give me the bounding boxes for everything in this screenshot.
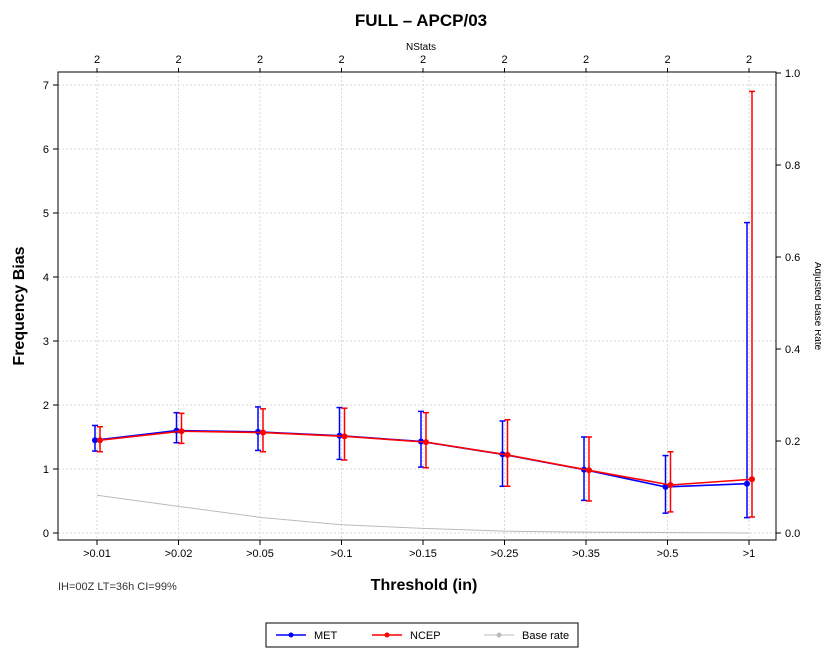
- y-tick-label: 2: [43, 400, 49, 412]
- y-tick-label: 5: [43, 208, 49, 220]
- data-point-ncep: [178, 428, 185, 435]
- grid: [58, 72, 776, 540]
- x-tick-label: >0.05: [246, 548, 274, 560]
- y2-tick-label: 0.6: [785, 252, 800, 264]
- data-point-ncep: [260, 429, 266, 436]
- nstats-tick-label: 2: [664, 54, 670, 66]
- nstats-tick-label: 2: [257, 54, 263, 66]
- legend-label-base-rate: Base rate: [522, 630, 569, 642]
- data-point-ncep: [504, 451, 511, 458]
- nstats-axis-label: NStats: [406, 42, 436, 53]
- nstats-tick-label: 2: [338, 54, 344, 66]
- x-tick-label: >0.01: [83, 548, 111, 560]
- x-tick-label: >0.35: [572, 548, 600, 560]
- axes: >0.01 2 >0.02 2 >0.05 2 >0.1 2 >0.15 2 >0.25 2 >0.35…: [43, 54, 800, 560]
- x-tick-label: >0.25: [491, 548, 519, 560]
- legend-marker-ncep: [384, 632, 390, 638]
- legend: MET NCEP Base rate: [265, 622, 579, 648]
- y2-axis-label: Adjusted Base Rate: [812, 262, 821, 351]
- y-tick-label: 6: [43, 144, 49, 156]
- y-tick-label: 1: [43, 464, 49, 476]
- data-point-met: [662, 483, 669, 490]
- legend-box: [265, 622, 579, 648]
- x-axis-label: Threshold (in): [371, 577, 478, 594]
- config-note: IH=00Z LT=36h CI=99%: [58, 581, 177, 593]
- series-layer: [92, 90, 755, 534]
- plot-frame: [57, 71, 777, 541]
- x-tick-label: >0.1: [331, 548, 353, 560]
- x-tick-label: >0.5: [657, 548, 679, 560]
- y-tick-label: 4: [43, 272, 49, 284]
- legend-marker-met: [288, 632, 294, 638]
- y-tick-label: 0: [43, 528, 49, 540]
- series-line-base-rate: [96, 494, 750, 534]
- legend-label-ncep: NCEP: [410, 630, 441, 642]
- y-axis-label: Frequency Bias: [11, 246, 28, 365]
- data-point-ncep: [667, 482, 674, 488]
- x-tick-label: >0.02: [165, 548, 193, 560]
- chart-title: FULL – APCP/03: [355, 11, 487, 30]
- y2-tick-label: 1.0: [785, 68, 800, 80]
- data-point-ncep: [97, 437, 103, 444]
- x-tick-label: >1: [743, 548, 756, 560]
- y2-tick-label: 0.2: [785, 436, 800, 448]
- nstats-tick-label: 2: [94, 54, 100, 66]
- y2-tick-label: 0.8: [785, 160, 800, 172]
- y2-tick-label: 0.0: [785, 528, 800, 540]
- data-point-ncep: [341, 433, 348, 440]
- nstats-tick-label: 2: [501, 54, 507, 66]
- nstats-tick-label: 2: [583, 54, 589, 66]
- legend-label-met: MET: [314, 630, 338, 642]
- data-point-ncep: [586, 467, 592, 474]
- nstats-tick-label: 2: [746, 54, 752, 66]
- x-tick-label: >0.15: [409, 548, 437, 560]
- legend-marker-base-rate: [496, 632, 502, 638]
- y-tick-label: 7: [43, 80, 49, 92]
- data-point-met: [92, 437, 98, 444]
- y2-tick-label: 0.4: [785, 344, 800, 356]
- nstats-tick-label: 2: [175, 54, 181, 66]
- data-point-met: [744, 480, 750, 487]
- y-tick-label: 3: [43, 336, 49, 348]
- data-point-ncep: [749, 476, 755, 483]
- nstats-tick-label: 2: [420, 54, 426, 66]
- data-point-ncep: [423, 439, 429, 446]
